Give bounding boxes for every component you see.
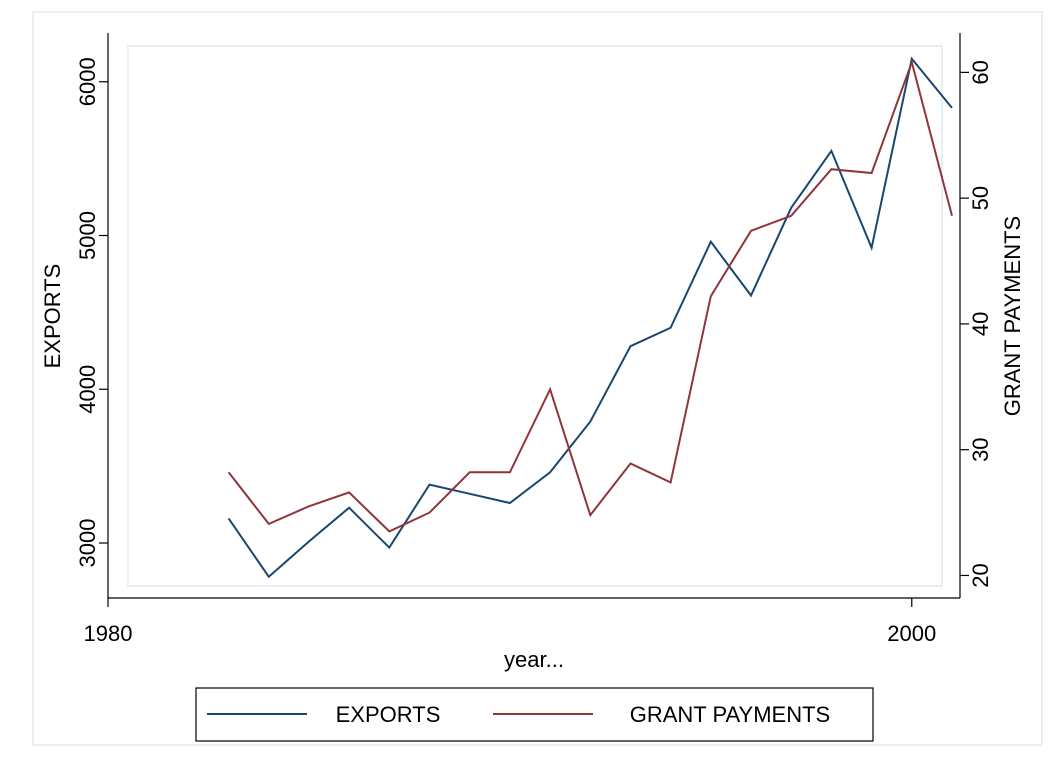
- legend: EXPORTS GRANT PAYMENTS: [195, 687, 874, 742]
- series-layer: [227, 56, 953, 579]
- legend-label-exports: EXPORTS: [336, 702, 441, 727]
- y-right-tick-label: 60: [968, 60, 993, 84]
- y-right-tick-label: 50: [968, 186, 993, 210]
- y-right-tick-label: 40: [968, 312, 993, 336]
- legend-label-grant-payments: GRANT PAYMENTS: [630, 702, 830, 727]
- series-line-exports: [227, 56, 953, 579]
- y-left-tick-label: 3000: [75, 519, 100, 568]
- y-right-tick-label: 20: [968, 563, 993, 587]
- tick-layer: 3000 4000 5000 6000 20 30 40 50 60 1980 2000: [75, 57, 993, 646]
- y-axis-right-title: GRANT PAYMENTS: [1000, 216, 1025, 416]
- x-tick-label: 1980: [84, 621, 133, 646]
- y-left-tick-label: 6000: [75, 57, 100, 106]
- y-right-tick-label: 30: [968, 437, 993, 461]
- series-line-grant-payments: [227, 58, 953, 533]
- graph-region-frame: [32, 11, 1043, 746]
- y-left-tick-label: 4000: [75, 365, 100, 414]
- x-axis-title: year...: [504, 647, 564, 672]
- plot-region-frame: [127, 45, 943, 587]
- x-tick-label: 2000: [887, 621, 936, 646]
- y-axis-left-title: EXPORTS: [40, 264, 65, 369]
- y-left-tick-label: 5000: [75, 211, 100, 260]
